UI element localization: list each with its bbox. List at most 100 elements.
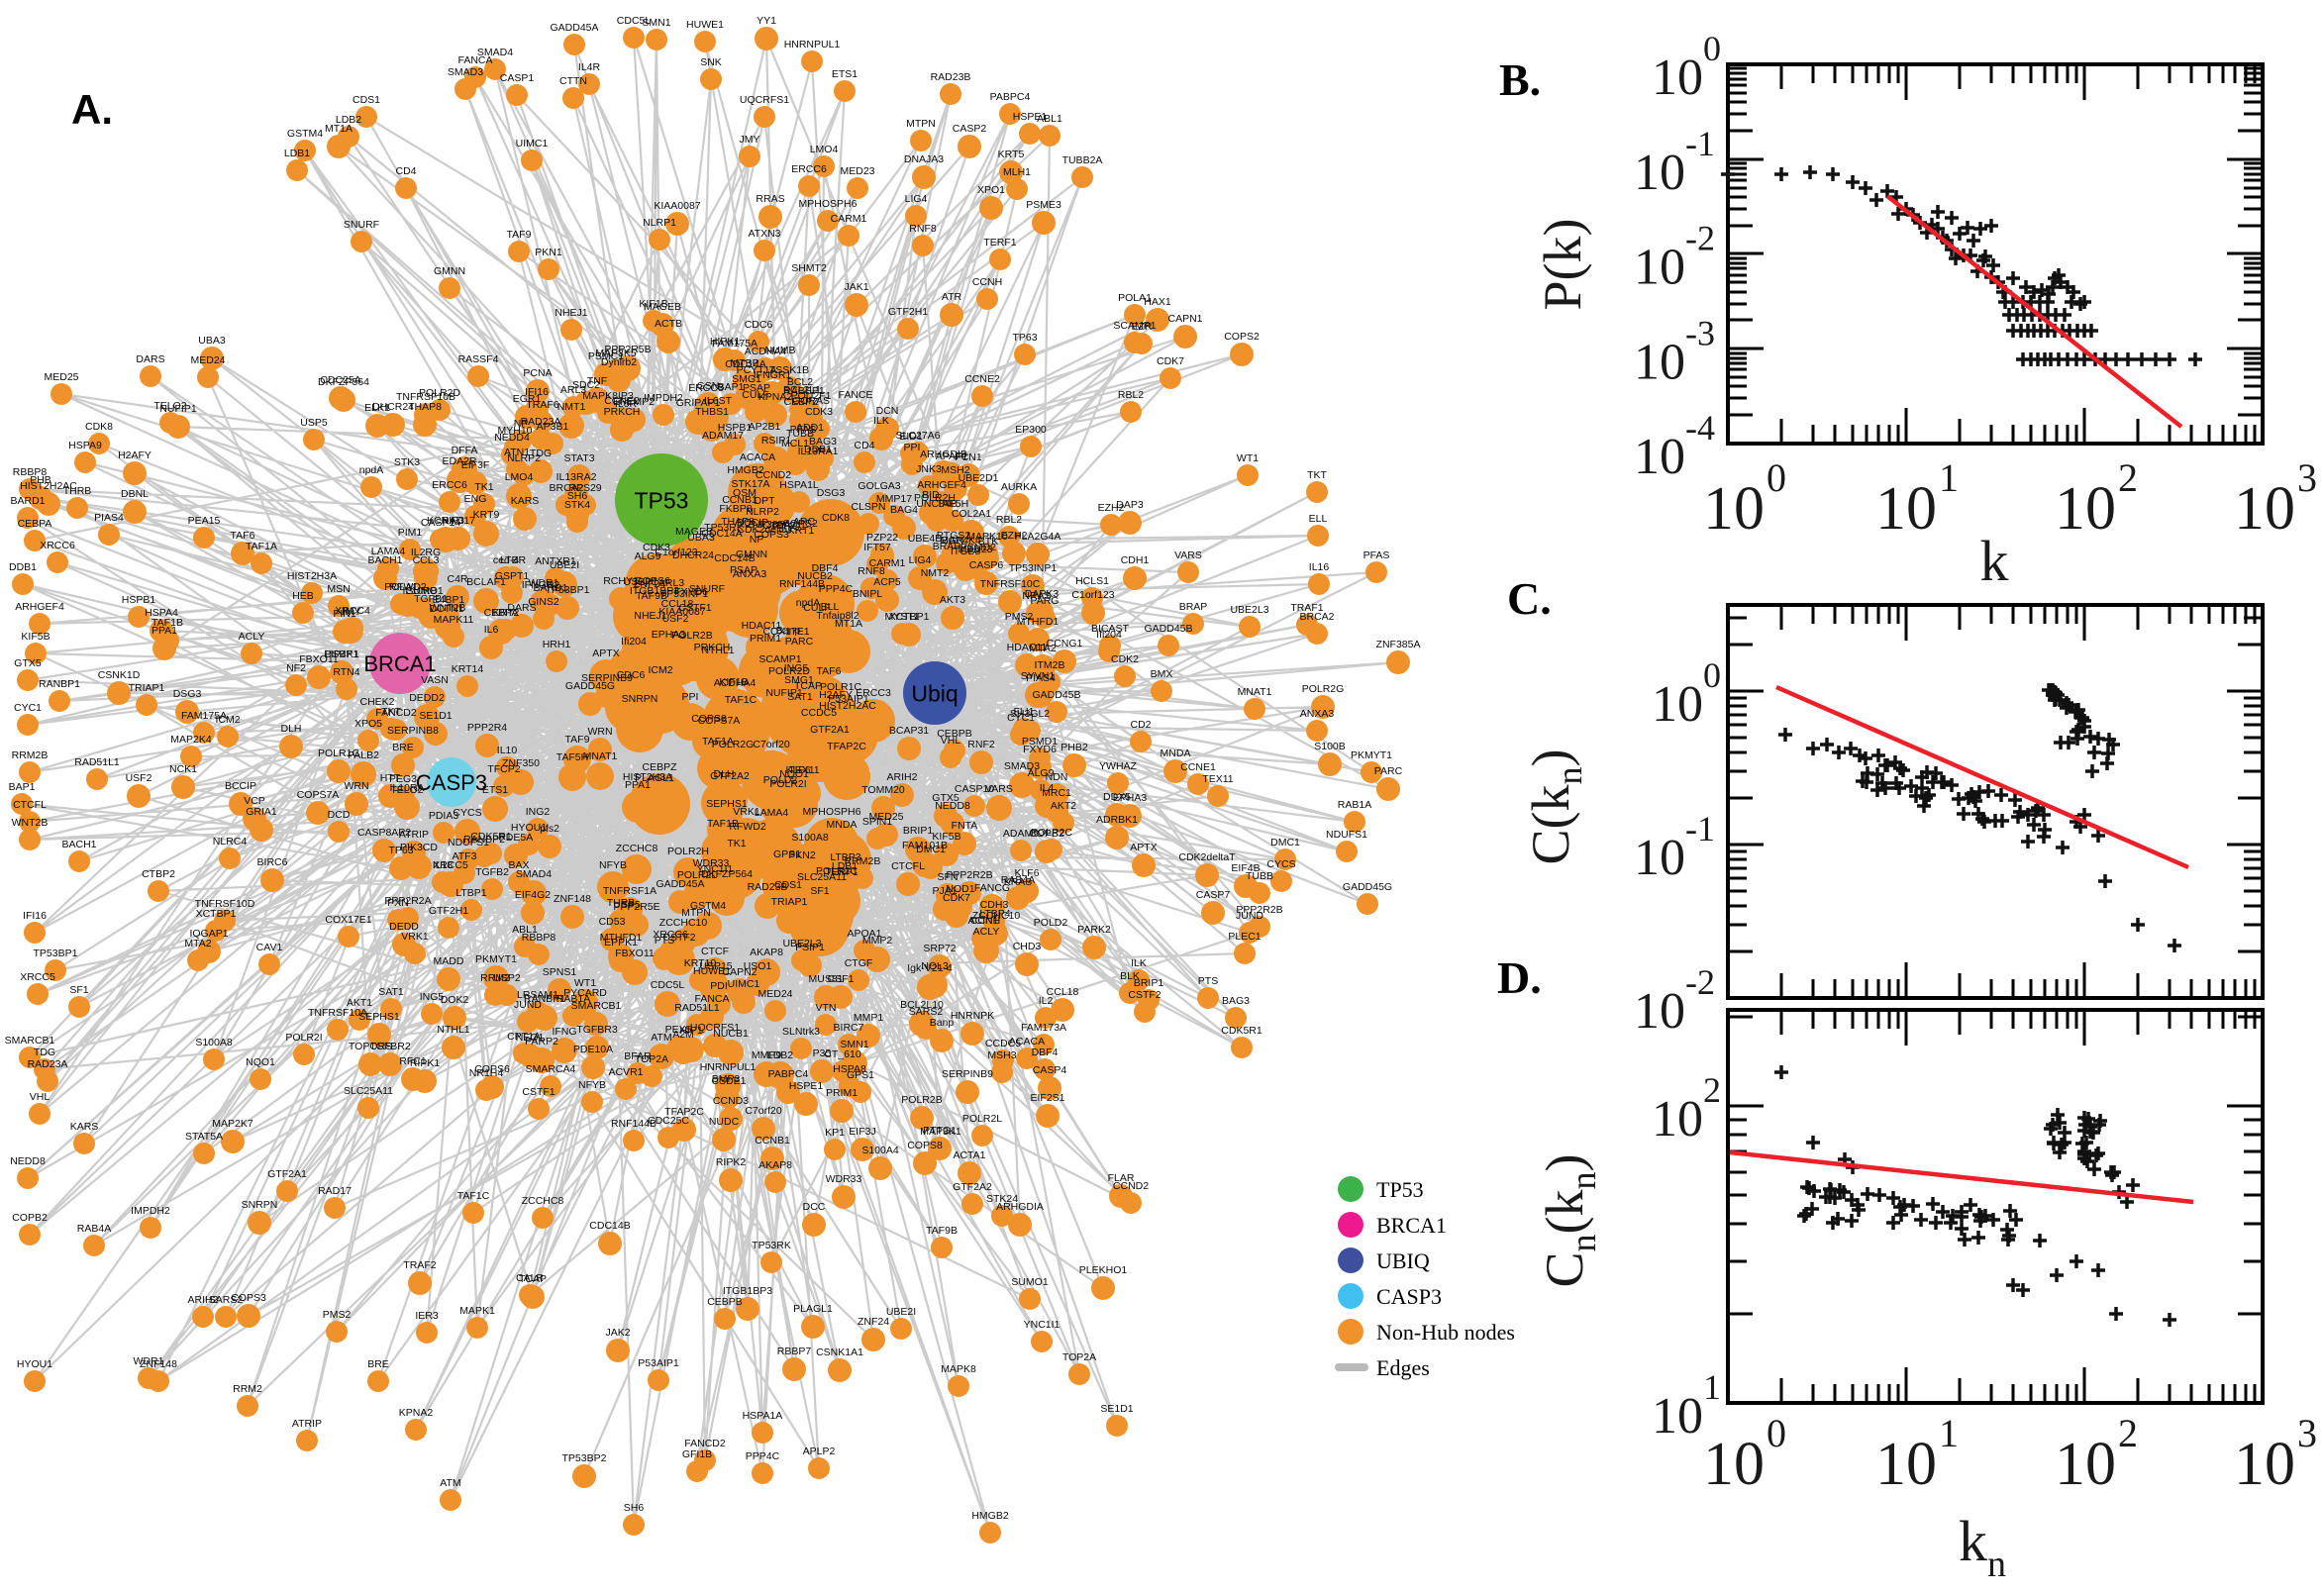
- svg-text:HYOU1: HYOU1: [511, 822, 547, 834]
- svg-text:ATXN3: ATXN3: [748, 228, 780, 240]
- svg-text:BCCIP: BCCIP: [225, 780, 256, 792]
- svg-text:SERPINB8: SERPINB8: [387, 725, 439, 737]
- svg-text:TSSK1B: TSSK1B: [769, 364, 809, 376]
- svg-text:PHB: PHB: [30, 474, 51, 486]
- svg-text:FAM175A: FAM175A: [712, 338, 758, 349]
- svg-text:NMT1: NMT1: [557, 401, 586, 413]
- svg-text:ELL: ELL: [1309, 513, 1328, 525]
- svg-text:TEX11: TEX11: [1202, 773, 1233, 785]
- svg-text:PARC: PARC: [1374, 765, 1403, 777]
- svg-text:CEBPA: CEBPA: [18, 518, 52, 530]
- svg-text:SFN: SFN: [938, 871, 959, 883]
- svg-text:NR1H4: NR1H4: [469, 1067, 504, 1079]
- svg-text:10: 10: [2055, 475, 2116, 543]
- svg-text:LTBR: LTBR: [500, 554, 526, 566]
- svg-text:RAD23A: RAD23A: [521, 416, 561, 428]
- svg-text:POLR2C: POLR2C: [1031, 827, 1072, 839]
- svg-text:HSPB1: HSPB1: [718, 422, 753, 434]
- svg-text:FAM101B: FAM101B: [902, 840, 948, 851]
- svg-text:GTF2A2: GTF2A2: [710, 770, 750, 782]
- svg-text:MPHOSPH6: MPHOSPH6: [803, 806, 861, 818]
- svg-text:AP3B1: AP3B1: [537, 421, 569, 433]
- svg-text:COPS3: COPS3: [754, 529, 789, 541]
- svg-text:NQO1: NQO1: [779, 768, 809, 780]
- svg-text:DHCR24: DHCR24: [372, 401, 414, 413]
- svg-text:GSTM4: GSTM4: [287, 128, 323, 140]
- svg-text:STAT5A: STAT5A: [185, 1131, 223, 1143]
- svg-text:SYVN1: SYVN1: [1021, 670, 1056, 682]
- svg-text:PKMYT1: PKMYT1: [475, 953, 517, 965]
- svg-text:FAM173A: FAM173A: [1021, 1022, 1066, 1034]
- svg-text:CASP2: CASP2: [953, 123, 987, 135]
- svg-text:SNURF: SNURF: [689, 583, 725, 595]
- svg-text:BRIP1: BRIP1: [903, 825, 934, 837]
- svg-text:APOA1: APOA1: [847, 928, 881, 940]
- svg-text:ARL3: ARL3: [658, 577, 684, 589]
- svg-text:CASP7: CASP7: [1196, 889, 1231, 901]
- svg-text:DARS: DARS: [507, 602, 536, 614]
- svg-text:S100B: S100B: [1314, 741, 1346, 752]
- svg-text:DSG3: DSG3: [817, 487, 846, 499]
- svg-text:KIAA0087: KIAA0087: [658, 606, 705, 618]
- svg-text:BACH1: BACH1: [367, 554, 402, 566]
- svg-text:1: 1: [1939, 455, 1959, 500]
- svg-text:PMS2: PMS2: [1005, 611, 1034, 623]
- svg-text:POLR1C: POLR1C: [318, 748, 359, 759]
- svg-text:IQGAP1: IQGAP1: [189, 928, 228, 940]
- svg-text:TUBB: TUBB: [1246, 870, 1273, 882]
- svg-text:RAD23B: RAD23B: [931, 71, 971, 83]
- svg-text:PMS2: PMS2: [323, 1309, 352, 1321]
- svg-text:PPA1: PPA1: [152, 625, 177, 637]
- svg-text:COPS8: COPS8: [907, 1140, 943, 1151]
- svg-text:DNAJA3: DNAJA3: [904, 153, 944, 165]
- svg-text:IFI16: IFI16: [23, 910, 47, 922]
- svg-text:C4R: C4R: [447, 573, 467, 585]
- svg-text:TKT: TKT: [381, 706, 401, 718]
- svg-text:MTA2: MTA2: [184, 938, 211, 949]
- svg-text:LIG4: LIG4: [905, 193, 928, 205]
- svg-text:CCL18: CCL18: [661, 598, 694, 610]
- svg-text:ERCC6: ERCC6: [791, 163, 827, 175]
- svg-text:IL10RA: IL10RA: [389, 782, 424, 794]
- svg-text:CTCFL: CTCFL: [891, 860, 925, 872]
- svg-text:STK17A: STK17A: [731, 478, 769, 490]
- svg-text:HIST2H3A: HIST2H3A: [623, 771, 672, 783]
- svg-text:BRE: BRE: [367, 1358, 389, 1370]
- svg-text:EZH2: EZH2: [1098, 502, 1125, 514]
- svg-text:CHEK2: CHEK2: [359, 696, 394, 708]
- svg-text:CSTF2: CSTF2: [1128, 989, 1161, 1001]
- svg-text:SNRPN: SNRPN: [242, 1199, 278, 1211]
- svg-text:ARHGEF4: ARHGEF4: [15, 601, 64, 613]
- svg-text:SAT1: SAT1: [787, 691, 813, 703]
- svg-text:-2: -2: [1685, 962, 1715, 1002]
- svg-text:TAF5H: TAF5H: [937, 498, 968, 510]
- svg-text:RAD17: RAD17: [442, 515, 475, 527]
- svg-text:CDK5R1: CDK5R1: [470, 831, 512, 843]
- svg-text:SLNtrk3: SLNtrk3: [782, 1026, 820, 1038]
- svg-text:ACACA: ACACA: [740, 451, 775, 463]
- svg-text:UBA3: UBA3: [198, 335, 226, 347]
- svg-text:XRCC6: XRCC6: [653, 929, 688, 941]
- svg-text:SF1: SF1: [69, 984, 88, 996]
- svg-text:TP53: TP53: [635, 487, 689, 513]
- svg-text:NLRC4: NLRC4: [213, 836, 248, 848]
- svg-text:BID: BID: [922, 489, 940, 501]
- svg-text:FANCA: FANCA: [457, 54, 492, 66]
- svg-text:P53AIP1: P53AIP1: [638, 1357, 679, 1369]
- svg-text:ADRBK1: ADRBK1: [1096, 814, 1138, 826]
- svg-text:0: 0: [1703, 29, 1721, 68]
- svg-text:CCDC5: CCDC5: [801, 707, 837, 719]
- svg-text:IL6ST: IL6ST: [704, 395, 733, 407]
- svg-text:ACDHA4: ACDHA4: [745, 346, 787, 357]
- svg-text:UNC84B: UNC84B: [916, 498, 957, 510]
- svg-text:CCNG1: CCNG1: [1047, 638, 1083, 649]
- svg-text:BIRC6: BIRC6: [257, 856, 288, 868]
- svg-text:CSNK1A1: CSNK1A1: [816, 1347, 863, 1358]
- svg-text:PDE10A: PDE10A: [573, 1044, 613, 1055]
- svg-text:MAPK11: MAPK11: [434, 614, 474, 626]
- svg-text:PSIP1: PSIP1: [795, 942, 825, 953]
- svg-text:NDN: NDN: [1046, 771, 1068, 783]
- svg-text:C7orf20: C7orf20: [753, 739, 790, 750]
- svg-text:COPS7A: COPS7A: [297, 789, 340, 801]
- svg-text:CHD3: CHD3: [1013, 941, 1042, 952]
